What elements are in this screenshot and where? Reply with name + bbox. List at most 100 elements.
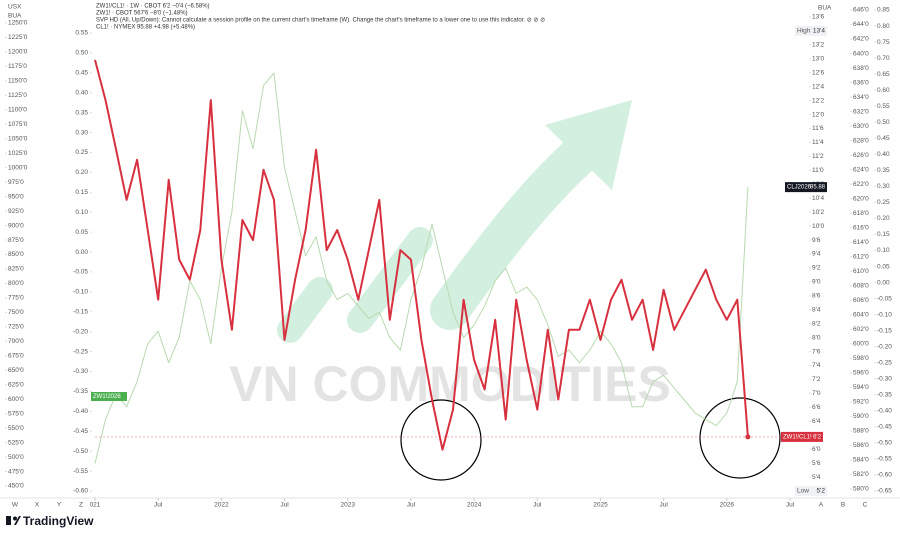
y-tick-label: 0.20 bbox=[75, 169, 88, 176]
ratio-line bbox=[94, 59, 749, 451]
y-tick-label: 950'0 bbox=[8, 193, 24, 200]
y-tick-label: 11'4 bbox=[812, 139, 824, 146]
y-tick-label: 1175'0 bbox=[8, 63, 27, 70]
y-tick-label: -0.40 bbox=[73, 408, 88, 415]
y-tick-label: 575'0 bbox=[8, 410, 24, 417]
x-tick-label: 2024 bbox=[467, 502, 482, 509]
x-tick-label: 2023 bbox=[340, 502, 355, 509]
y-tick-label: -0.60 bbox=[877, 472, 892, 479]
y-tick-label: 616'0 bbox=[853, 224, 869, 231]
y-tick-label: 646'0 bbox=[853, 7, 869, 14]
y-tick-label: -0.20 bbox=[877, 343, 892, 350]
y-tick-label: 618'0 bbox=[853, 210, 869, 217]
y-tick-label: 596'0 bbox=[853, 370, 869, 377]
price-tag-value: 6'2 bbox=[813, 434, 821, 440]
y-tick-label: -0.45 bbox=[73, 428, 88, 435]
y-tick-label: 0.15 bbox=[75, 189, 88, 196]
y-tick-label: 638'0 bbox=[853, 65, 869, 72]
y-tick-label: -0.55 bbox=[877, 456, 892, 463]
x-tick-label: Jul bbox=[786, 502, 795, 509]
y-tick-label: -0.10 bbox=[73, 289, 88, 296]
y-tick-label: 600'0 bbox=[853, 341, 869, 348]
y-tick-label: 640'0 bbox=[853, 50, 869, 57]
y-tick-label: 1250'0 bbox=[8, 20, 28, 27]
y-tick-label: 0.45 bbox=[75, 70, 88, 77]
y-tick-label: 0.00 bbox=[75, 249, 88, 256]
y-tick-label: 650'0 bbox=[8, 367, 24, 374]
y-tick-label: -0.65 bbox=[877, 488, 892, 495]
y-tick-label: 10'2 bbox=[812, 209, 824, 216]
y-tick-label: 11'6 bbox=[812, 125, 824, 132]
y-tick-label: -0.10 bbox=[877, 311, 892, 318]
y-tick-label: -0.05 bbox=[73, 269, 88, 276]
x-tick-label: Jul bbox=[407, 502, 416, 509]
y-tick-label: 0.85 bbox=[877, 7, 890, 14]
highlight-circle bbox=[400, 399, 482, 481]
price-tag bbox=[785, 182, 827, 193]
y-tick-label: 975'0 bbox=[8, 179, 24, 186]
y-tick-label: 592'0 bbox=[853, 399, 869, 406]
range-tag bbox=[795, 25, 827, 36]
y-tick-label: 0.00 bbox=[877, 279, 890, 286]
y-tick-label: 7'2 bbox=[812, 376, 821, 383]
y-tick-label: 0.40 bbox=[75, 89, 88, 96]
y-tick-label: 7'4 bbox=[812, 362, 821, 369]
y-tick-label: 8'6 bbox=[812, 293, 821, 300]
y-tick-label: 582'0 bbox=[853, 471, 869, 478]
y-tick-label: 0.60 bbox=[877, 87, 890, 94]
y-tick-label: 0.05 bbox=[877, 263, 890, 270]
y-tick-label: 9'2 bbox=[812, 265, 821, 272]
y-tick-label: 9'0 bbox=[812, 279, 821, 286]
symbol-tag bbox=[91, 392, 127, 401]
legend-line: CL1! · NYMEX 95.88 +4.98 (+5.48%) bbox=[96, 25, 195, 31]
y-tick-label: -0.15 bbox=[877, 327, 892, 334]
highlight-circle bbox=[699, 397, 781, 479]
y-tick-label: 590'0 bbox=[853, 413, 869, 420]
y-tick-label: 12'6 bbox=[812, 69, 824, 76]
y-tick-label: 1075'0 bbox=[8, 121, 28, 128]
y-tick-label: 6'6 bbox=[812, 404, 821, 411]
y-tick-label: 825'0 bbox=[8, 266, 24, 273]
y-tick-label: 8'4 bbox=[812, 306, 821, 313]
watermark-graphic bbox=[277, 100, 632, 343]
y-tick-label: 630'0 bbox=[853, 123, 869, 130]
y-tick-label: 11'2 bbox=[812, 153, 824, 160]
y-tick-label: 588'0 bbox=[853, 428, 869, 435]
y-tick-label: 0.55 bbox=[75, 30, 88, 37]
y-tick-label: 850'0 bbox=[8, 251, 24, 258]
x-tick-label: 2025 bbox=[593, 502, 608, 509]
watermark: VN COMMODITIES bbox=[229, 356, 671, 412]
y-tick-label: 12'0 bbox=[812, 111, 824, 118]
y-tick-label: 622'0 bbox=[853, 181, 869, 188]
price-tag bbox=[781, 431, 823, 442]
range-tag-label: High bbox=[797, 28, 811, 35]
y-tick-label: 1125'0 bbox=[8, 92, 27, 99]
y-tick-label: -0.35 bbox=[73, 388, 88, 395]
range-tag-value: 13'4 bbox=[813, 28, 825, 35]
y-tick-label: -0.50 bbox=[877, 440, 892, 447]
x-tick-label: Jul bbox=[533, 502, 542, 509]
legend-line: ZW1! · CBOT 567'6 −8'0 (−1.48%) bbox=[96, 11, 188, 17]
symbol-tag-label: ZW1!2026 bbox=[93, 394, 121, 400]
y-tick-label: 1150'0 bbox=[8, 78, 27, 85]
y-tick-label: 725'0 bbox=[8, 324, 24, 331]
y-tick-label: 628'0 bbox=[853, 137, 869, 144]
y-tick-label: 0.70 bbox=[877, 55, 890, 62]
y-tick-label: 13'6 bbox=[812, 14, 824, 21]
y-tick-label: -0.45 bbox=[877, 424, 892, 431]
y-tick-label: 634'0 bbox=[853, 94, 869, 101]
y-tick-label: 626'0 bbox=[853, 152, 869, 159]
axis-title: USX bbox=[8, 4, 22, 11]
axis-title: BUA bbox=[8, 13, 22, 20]
range-tag-value: 5'2 bbox=[817, 488, 826, 495]
y-tick-label: 10'0 bbox=[812, 223, 824, 230]
y-tick-label: 0.10 bbox=[75, 209, 88, 216]
y-tick-label: 644'0 bbox=[853, 21, 869, 28]
y-tick-label: 612'0 bbox=[853, 253, 869, 260]
y-tick-label: 700'0 bbox=[8, 338, 24, 345]
y-tick-label: 0.50 bbox=[75, 50, 88, 57]
y-tick-label: 624'0 bbox=[853, 166, 869, 173]
y-tick-label: 925'0 bbox=[8, 208, 24, 215]
y-tick-label: 5'4 bbox=[812, 474, 821, 481]
